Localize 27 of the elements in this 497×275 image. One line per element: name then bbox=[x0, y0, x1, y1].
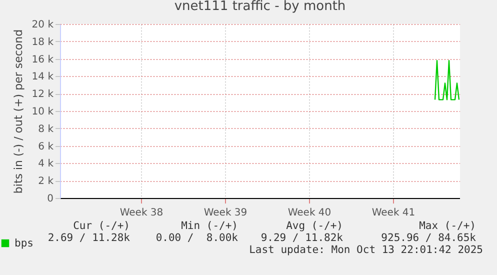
y-tick-label: 12 k bbox=[32, 89, 54, 100]
text: 2.69 / 11.28k bbox=[48, 232, 130, 244]
text: Last update: Mon Oct 13 22:01:42 2025 bbox=[249, 244, 483, 256]
x-tick-label: Week 39 bbox=[204, 208, 248, 218]
y-tick-label: 2 k bbox=[38, 176, 54, 188]
text: Avg (-/+) bbox=[286, 220, 343, 232]
text: 9.29 / 11.82k bbox=[260, 232, 343, 244]
y-tick-label: 18 k bbox=[32, 36, 54, 48]
text: Max (-/+) bbox=[419, 220, 476, 232]
x-tick-label: Week 41 bbox=[372, 208, 416, 218]
x-tick-label: Week 40 bbox=[288, 208, 332, 218]
text: Min (-/+) bbox=[181, 220, 238, 232]
text: Cur (-/+) bbox=[73, 220, 130, 232]
x-tick-label: Week 38 bbox=[120, 208, 164, 218]
y-tick-label: 20 k bbox=[32, 20, 54, 30]
text: 925.96 / 84.65k bbox=[381, 232, 476, 244]
y-tick-label: 16 k bbox=[32, 54, 54, 66]
y-tick-label: 14 k bbox=[32, 72, 54, 83]
y-tick-label: 4 k bbox=[38, 158, 54, 170]
legend-label: bps bbox=[14, 237, 34, 250]
y-axis-title: bits in (-) / out (+) per second bbox=[12, 29, 25, 194]
chart-title: vnet111 traffic - by month bbox=[174, 0, 346, 14]
y-tick-label: 6 k bbox=[38, 141, 54, 152]
text: 0.00 / 8.00k bbox=[156, 232, 238, 244]
y-tick-label: 0 bbox=[47, 194, 54, 204]
y-tick-label: 10 k bbox=[32, 106, 54, 118]
y-tick-label: 8 k bbox=[38, 124, 54, 135]
